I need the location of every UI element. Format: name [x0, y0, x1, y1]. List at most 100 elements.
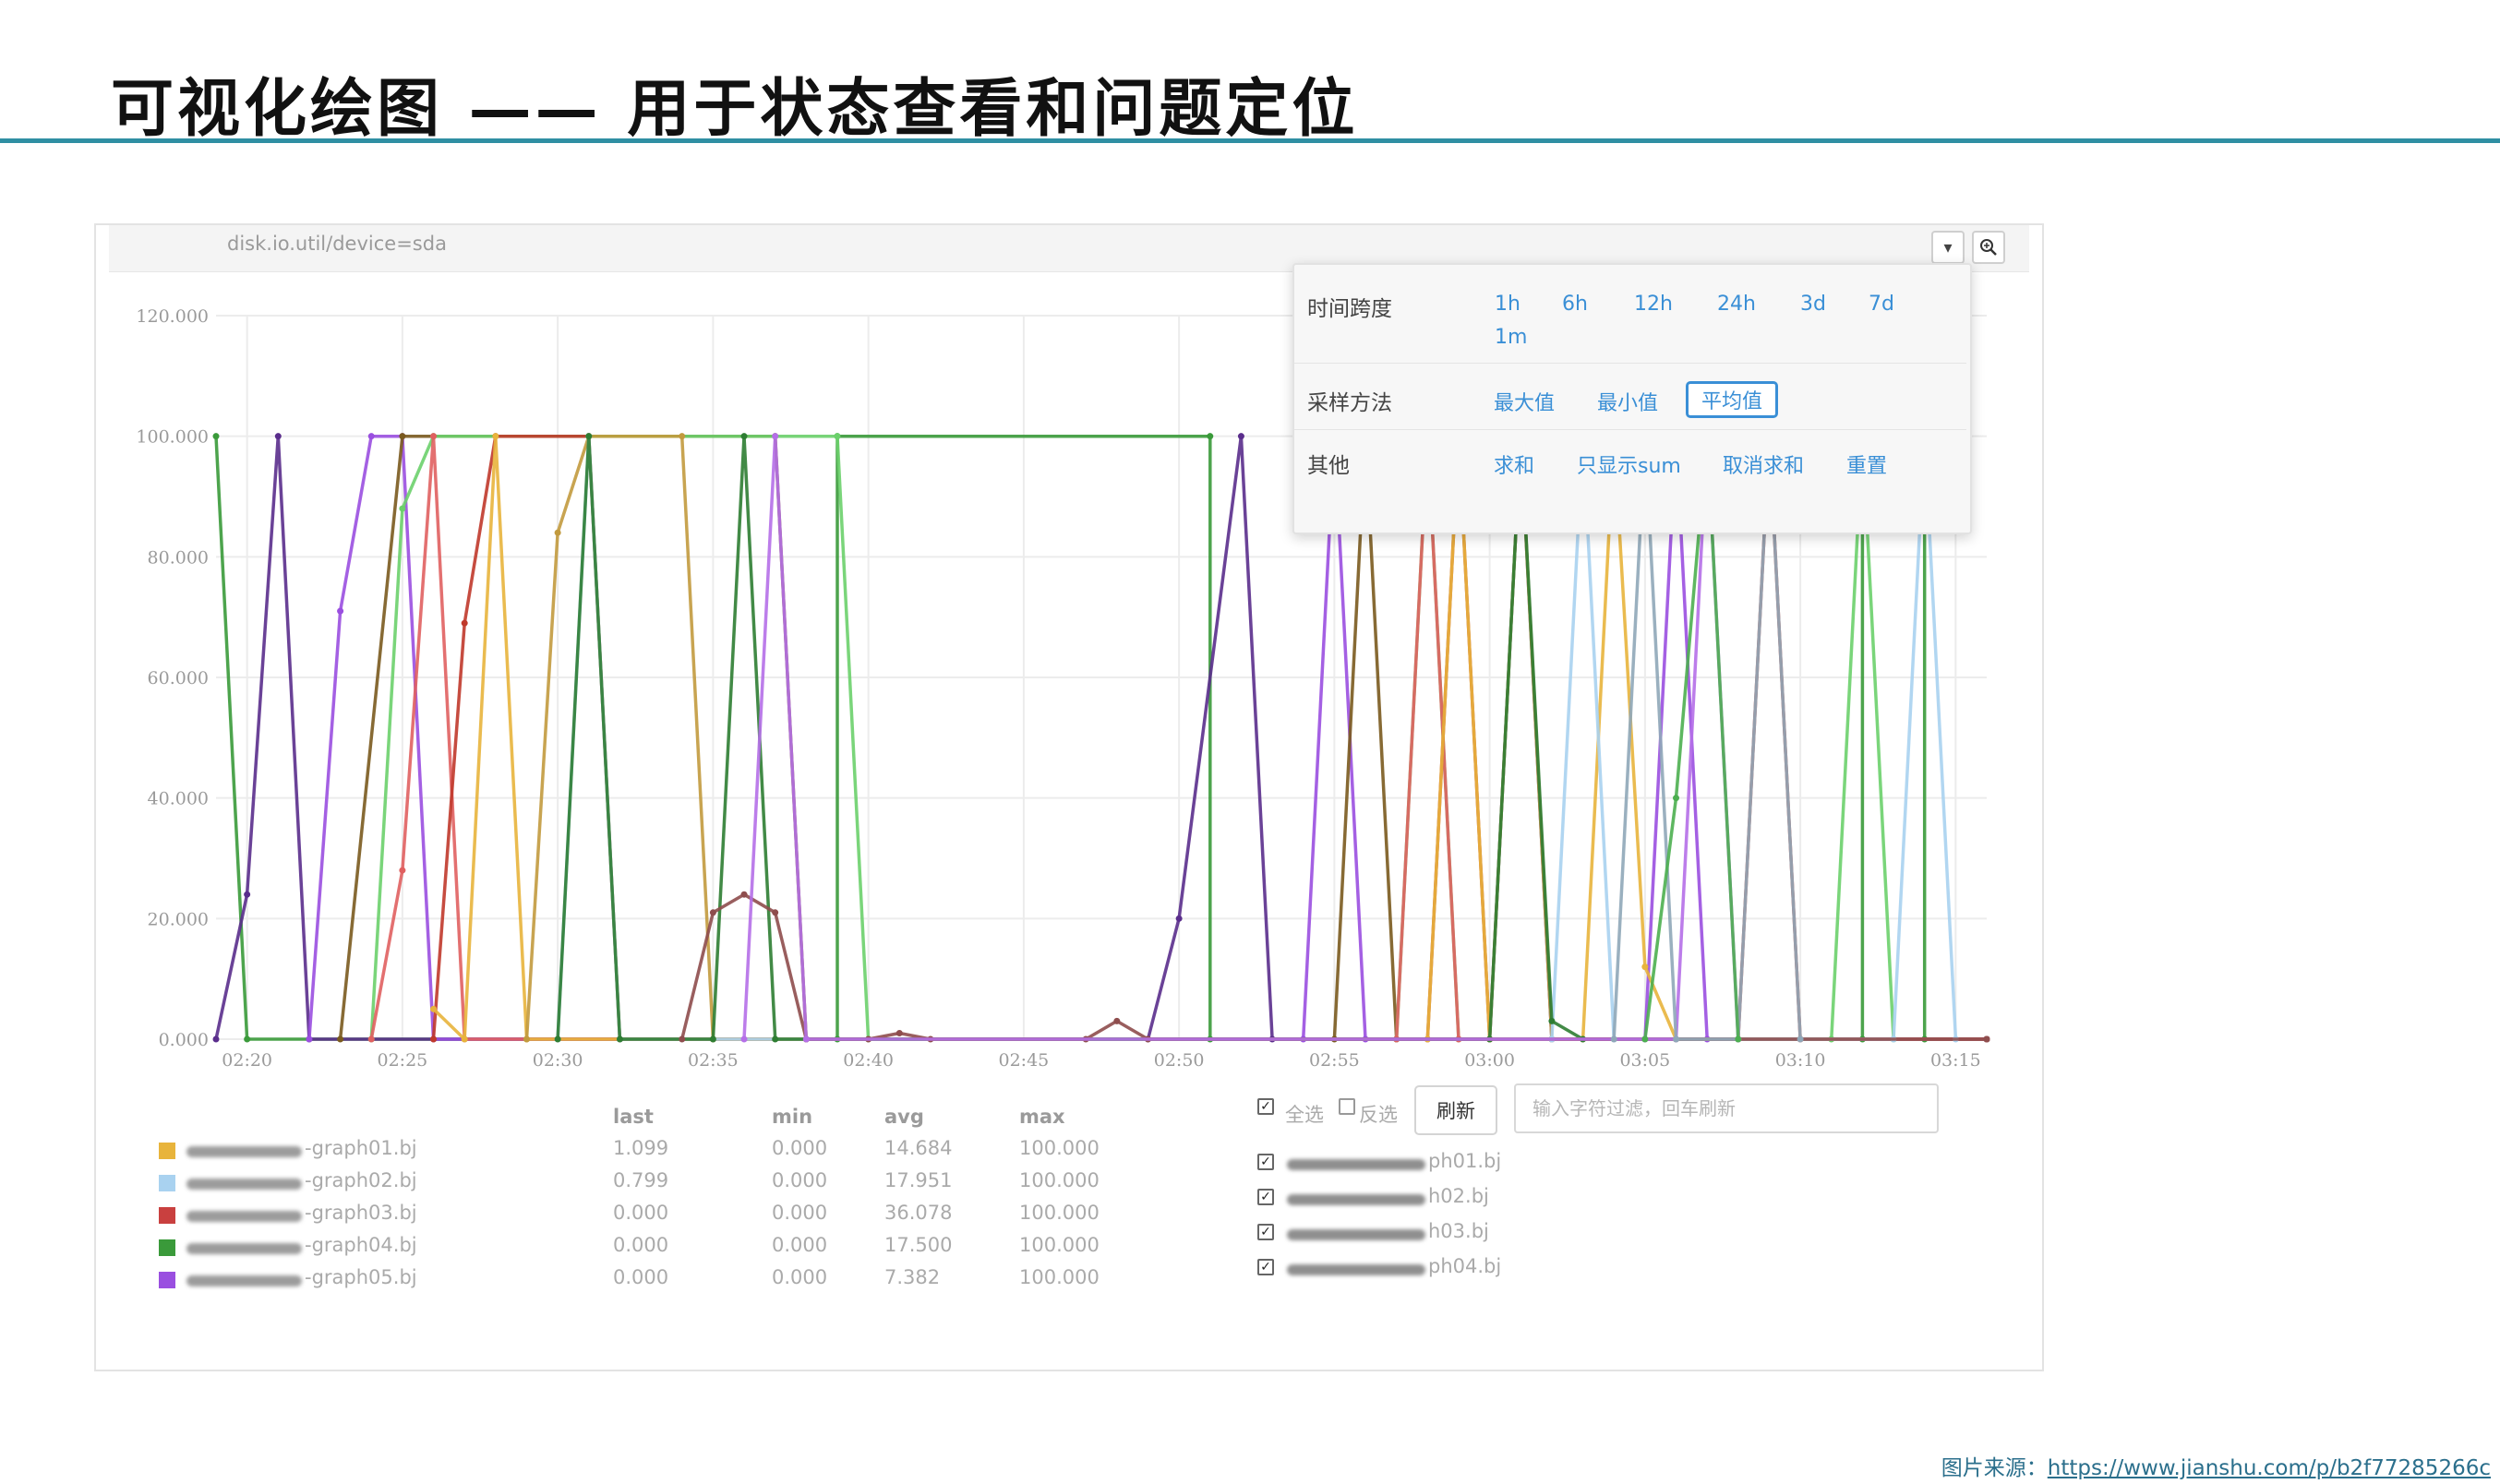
data-point: [554, 529, 561, 536]
legend-min: 0.000: [772, 1234, 828, 1256]
series-swatch: [159, 1239, 175, 1256]
series-swatch: [159, 1175, 175, 1191]
x-tick-label: 02:50: [1154, 1050, 1205, 1071]
x-tick-label: 03:15: [1930, 1050, 1981, 1071]
series-swatch: [159, 1207, 175, 1224]
invert-label: 反选: [1359, 1104, 1398, 1126]
data-point: [709, 1035, 716, 1043]
redacted-hostname: [1287, 1264, 1425, 1275]
legend-row[interactable]: -graph03.bj 0.000 0.000 36.078 100.000: [159, 1202, 1174, 1229]
data-point: [212, 433, 220, 440]
series-swatch: [159, 1272, 175, 1288]
data-point: [772, 1035, 779, 1043]
legend-header-last: last: [613, 1106, 654, 1128]
y-tick-label: 40.000: [148, 789, 209, 809]
data-point: [834, 433, 841, 440]
other-sum[interactable]: 求和: [1494, 455, 1535, 478]
legend-max: 100.000: [1019, 1234, 1100, 1256]
series-line: [1643, 434, 1740, 1040]
time-span-24h[interactable]: 24h: [1717, 293, 1756, 316]
x-tick-label: 03:05: [1619, 1050, 1670, 1071]
series-line: [307, 434, 1987, 1041]
time-span-6h[interactable]: 6h: [1562, 293, 1588, 316]
redacted-hostname: [1287, 1229, 1425, 1240]
invert-checkbox[interactable]: [1339, 1098, 1355, 1115]
data-point: [679, 433, 686, 440]
dropdown-button[interactable]: ▾: [1931, 231, 1965, 264]
legend-avg: 14.684: [884, 1137, 953, 1159]
data-point: [1641, 1035, 1649, 1043]
legend-last: 0.000: [613, 1266, 669, 1288]
y-tick-label: 100.000: [136, 427, 209, 448]
data-point: [399, 867, 406, 874]
host-checkbox[interactable]: ✓: [1257, 1224, 1274, 1240]
legend-row[interactable]: -graph02.bj 0.799 0.000 17.951 100.000: [159, 1169, 1174, 1197]
data-point: [585, 433, 593, 440]
legend-series-name: -graph03.bj: [305, 1202, 417, 1224]
refresh-button[interactable]: 刷新: [1414, 1085, 1497, 1135]
x-tick-label: 02:35: [688, 1050, 739, 1071]
host-name: ph01.bj: [1428, 1150, 1502, 1172]
data-point: [1113, 1017, 1121, 1024]
legend-row[interactable]: -graph04.bj 0.000 0.000 17.500 100.000: [159, 1234, 1174, 1262]
legend-header-max: max: [1019, 1106, 1065, 1128]
legend-series-name: -graph02.bj: [305, 1169, 417, 1191]
legend-series-name: -graph05.bj: [305, 1266, 417, 1288]
source-link[interactable]: https://www.jianshu.com/p/b2f77285266c: [2047, 1456, 2491, 1480]
sampling-min[interactable]: 最小值: [1597, 392, 1659, 415]
legend-max: 100.000: [1019, 1202, 1100, 1224]
host-checkbox[interactable]: ✓: [1257, 1259, 1274, 1275]
data-point: [430, 1035, 438, 1043]
legend-last: 1.099: [613, 1137, 669, 1159]
data-point: [492, 433, 499, 440]
legend-min: 0.000: [772, 1169, 828, 1191]
legend-row[interactable]: -graph01.bj 1.099 0.000 14.684 100.000: [159, 1137, 1174, 1165]
redacted-hostname: [1287, 1194, 1425, 1205]
popup-divider: [1294, 429, 1966, 430]
y-tick-label: 60.000: [148, 668, 209, 688]
filter-input[interactable]: [1514, 1083, 1939, 1133]
sampling-max[interactable]: 最大值: [1494, 392, 1556, 415]
time-span-3d[interactable]: 3d: [1800, 293, 1826, 316]
data-point: [430, 1005, 438, 1012]
data-point: [306, 1035, 313, 1043]
time-span-1h[interactable]: 1h: [1495, 293, 1520, 316]
time-span-12h[interactable]: 12h: [1634, 293, 1673, 316]
legend-min: 0.000: [772, 1266, 828, 1288]
legend-last: 0.799: [613, 1169, 669, 1191]
slide-title: 可视化绘图 —— 用于状态查看和问题定位: [111, 72, 1359, 146]
time-span-1m[interactable]: 1m: [1495, 326, 1528, 349]
popup-divider: [1294, 363, 1966, 364]
y-tick-label: 80.000: [148, 547, 209, 568]
data-point: [523, 1035, 530, 1043]
host-name: h03.bj: [1428, 1220, 1489, 1242]
legend-max: 100.000: [1019, 1169, 1100, 1191]
legend-avg: 17.951: [884, 1169, 953, 1191]
redacted-hostname: [186, 1146, 302, 1157]
other-cancel-sum[interactable]: 取消求和: [1723, 455, 1805, 478]
host-checkbox[interactable]: ✓: [1257, 1154, 1274, 1170]
x-tick-label: 02:25: [378, 1050, 428, 1071]
host-checkbox[interactable]: ✓: [1257, 1189, 1274, 1205]
select-all-checkbox[interactable]: ✓: [1257, 1098, 1274, 1115]
y-tick-label: 120.000: [136, 306, 209, 327]
metric-label: disk.io.util/device=sda: [227, 233, 447, 255]
caret-down-icon: ▾: [1943, 237, 1953, 257]
data-point: [709, 909, 716, 916]
zoom-button[interactable]: [1972, 231, 2005, 264]
x-tick-label: 02:55: [1309, 1050, 1360, 1071]
host-filter-row: ✓ ph01.bj: [1257, 1150, 1534, 1178]
x-tick-label: 03:10: [1775, 1050, 1826, 1071]
legend-row[interactable]: -graph05.bj 0.000 0.000 7.382 100.000: [159, 1266, 1174, 1294]
data-point: [895, 1029, 903, 1036]
x-tick-label: 02:45: [998, 1050, 1049, 1071]
time-span-7d[interactable]: 7d: [1869, 293, 1894, 316]
other-only-sum[interactable]: 只显示sum: [1577, 455, 1681, 478]
sampling-label: 采样方法: [1307, 391, 1392, 415]
data-point: [740, 1035, 748, 1043]
series-line: [680, 892, 1987, 1041]
other-reset[interactable]: 重置: [1846, 455, 1888, 478]
sampling-avg[interactable]: 平均值: [1686, 381, 1779, 418]
data-point: [679, 1035, 686, 1043]
data-point: [772, 433, 779, 440]
